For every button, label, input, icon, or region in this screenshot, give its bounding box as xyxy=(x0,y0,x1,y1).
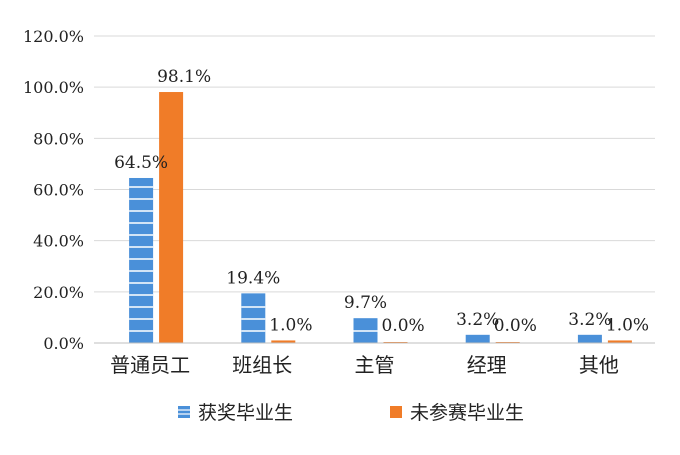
data-labels: 64.5% 19.4% 9.7% 3.2% 3.2% 98.1% 1.0% 0.0% 0.0% 1… xyxy=(114,67,649,336)
bar xyxy=(353,318,378,343)
legend-entry: 未参赛毕业生 xyxy=(390,402,524,424)
data-label: 0.0% xyxy=(494,316,537,336)
bar-fill xyxy=(129,177,154,343)
legend: 获奖毕业生 未参赛毕业生 xyxy=(178,402,524,424)
bar-fill xyxy=(241,293,266,343)
data-label: 9.7% xyxy=(344,293,387,313)
legend-swatch xyxy=(178,406,190,418)
bar xyxy=(129,177,154,343)
gridlines xyxy=(94,35,655,293)
bar xyxy=(607,340,632,343)
y-tick-label: 40.0% xyxy=(33,232,84,251)
bar xyxy=(465,334,490,343)
x-tick-label: 普通员工 xyxy=(110,353,190,377)
bar xyxy=(271,340,296,343)
bar-fill xyxy=(577,334,602,343)
bar xyxy=(241,293,266,343)
legend-swatch xyxy=(390,406,402,418)
bar-fill xyxy=(271,340,296,343)
data-label: 3.2% xyxy=(456,310,499,330)
data-label: 98.1% xyxy=(157,67,211,87)
x-tick-label: 经理 xyxy=(467,353,507,377)
legend-label: 未参赛毕业生 xyxy=(410,402,524,424)
x-tick-label: 班组长 xyxy=(232,353,292,377)
y-tick-label: 120.0% xyxy=(23,27,84,46)
bars xyxy=(129,92,632,343)
x-tick-label: 其他 xyxy=(579,353,619,377)
data-label: 1.0% xyxy=(606,315,649,335)
bar xyxy=(159,92,184,343)
data-label: 0.0% xyxy=(382,316,425,336)
data-label: 19.4% xyxy=(226,268,280,288)
y-axis-tick-labels: 0.0% 20.0% 40.0% 60.0% 80.0% 100.0% 120.0% xyxy=(23,27,84,353)
bar xyxy=(577,334,602,343)
bar-fill xyxy=(465,334,490,343)
bar-fill xyxy=(607,340,632,343)
y-tick-label: 60.0% xyxy=(33,181,84,200)
y-tick-label: 100.0% xyxy=(23,78,84,97)
y-tick-label: 20.0% xyxy=(33,283,84,302)
data-label: 1.0% xyxy=(269,315,312,335)
y-tick-label: 0.0% xyxy=(43,334,84,353)
legend-label: 获奖毕业生 xyxy=(198,402,293,424)
y-tick-label: 80.0% xyxy=(33,129,84,148)
data-label: 3.2% xyxy=(568,310,611,330)
legend-entry: 获奖毕业生 xyxy=(178,402,293,424)
x-tick-label: 主管 xyxy=(355,353,395,377)
data-label: 64.5% xyxy=(114,153,168,173)
x-axis: 普通员工 班组长 主管 经理 其他 xyxy=(94,342,655,377)
bar-fill xyxy=(159,92,184,343)
